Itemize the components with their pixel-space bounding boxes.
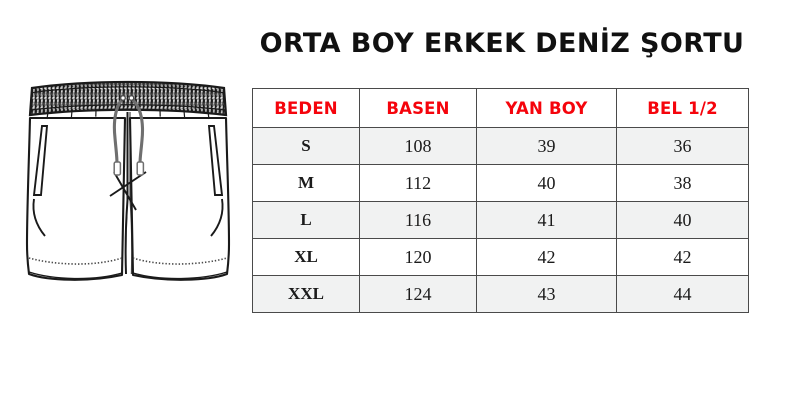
cell-basen: 124 (359, 275, 477, 313)
cell-beden: XXL (252, 275, 360, 313)
cell-yan-boy: 43 (476, 275, 617, 313)
cell-beden: S (252, 127, 360, 165)
elastic-shirred-waistband (28, 80, 228, 120)
cell-beden: L (252, 201, 360, 239)
shorts-body-outline (25, 116, 231, 281)
table-row: XXL 124 43 44 (252, 275, 749, 313)
cell-basen: 108 (359, 127, 477, 165)
cell-basen: 112 (359, 164, 477, 202)
table-row: L 116 41 40 (252, 201, 749, 239)
column-header-basen: BASEN (359, 88, 477, 128)
column-header-beden: BEDEN (252, 88, 360, 128)
shorts-icon (25, 80, 231, 281)
center-front-seam (109, 112, 147, 275)
cell-yan-boy: 42 (476, 238, 617, 276)
drawstring-cord (112, 95, 145, 176)
size-chart-table-wrapper: BEDEN BASEN YAN BOY BEL 1/2 S 108 39 36 … (252, 88, 749, 313)
cell-basen: 116 (359, 201, 477, 239)
table-row: S 108 39 36 (252, 127, 749, 165)
product-illustration (18, 68, 250, 300)
cell-basen: 120 (359, 238, 477, 276)
cell-bel-yari: 40 (616, 201, 749, 239)
stitched-hem-lines (28, 257, 228, 280)
cell-bel-yari: 44 (616, 275, 749, 313)
cell-yan-boy: 41 (476, 201, 617, 239)
table-header-row: BEDEN BASEN YAN BOY BEL 1/2 (252, 88, 749, 128)
cell-bel-yari: 38 (616, 164, 749, 202)
cell-yan-boy: 40 (476, 164, 617, 202)
size-chart-table: BEDEN BASEN YAN BOY BEL 1/2 S 108 39 36 … (252, 88, 749, 313)
column-header-bel-yari: BEL 1/2 (616, 88, 749, 128)
side-seam-pocket (32, 125, 224, 237)
page-title: ORTA BOY ERKEK DENİZ ŞORTU (259, 28, 745, 59)
cell-beden: XL (252, 238, 360, 276)
table-row: M 112 40 38 (252, 164, 749, 202)
column-header-yan-boy: YAN BOY (476, 88, 617, 128)
cell-bel-yari: 42 (616, 238, 749, 276)
cell-beden: M (252, 164, 360, 202)
cell-yan-boy: 39 (476, 127, 617, 165)
cell-bel-yari: 36 (616, 127, 749, 165)
table-row: XL 120 42 42 (252, 238, 749, 276)
